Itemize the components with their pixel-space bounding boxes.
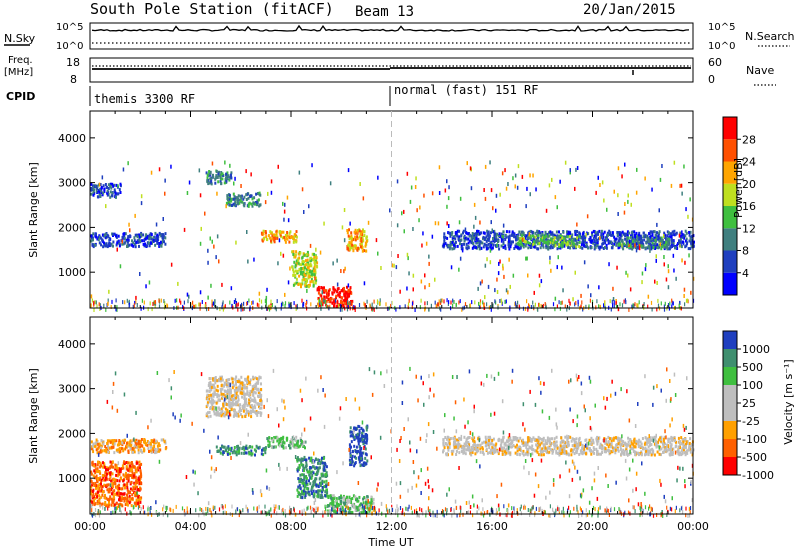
power-panel-frame: [90, 111, 693, 308]
velocity-colorbar-tick-label-6: -500: [742, 451, 767, 464]
station-title: South Pole Station (fitACF): [90, 0, 334, 18]
velocity-colorbar-cell-1: [723, 439, 737, 457]
velocity-colorbar-tick-label-5: -100: [742, 433, 767, 446]
freq-label: Freq.: [8, 55, 33, 66]
power-feature-0: [90, 183, 122, 199]
power-ytick-label-0: 1000: [58, 266, 86, 279]
nsearch-label: N.Search: [745, 30, 795, 43]
power-axes: 1000 2000 3000 4000: [58, 111, 693, 308]
power-colorbar-tick-label-0: 28: [742, 133, 756, 146]
power-feature-2: [206, 170, 233, 186]
power-feature-7: [346, 228, 368, 252]
velocity-colorbar-cell-2: [723, 421, 737, 439]
power-ytick-label-1: 2000: [58, 221, 86, 234]
velocity-colorbar-tick-label-3: 25: [742, 397, 756, 410]
nsky-label: N.Sky: [4, 32, 36, 45]
xtick-label-3: 12:00: [376, 520, 408, 533]
velocity-ylabel: Slant Range [km]: [27, 368, 40, 464]
nsearch-tick-low: 10^0: [708, 41, 735, 52]
velocity-data-layer: [90, 367, 695, 518]
velocity-colorbar: 1000 500 100 25 -25 -100 -500 -1000: [723, 331, 774, 482]
nsky-tick-low: 10^0: [56, 41, 83, 52]
power-ylabel: Slant Range [km]: [27, 162, 40, 258]
power-colorbar-tick-label-6: 4: [742, 267, 749, 280]
velocity-colorbar-tick-label-4: -25: [742, 415, 760, 428]
velocity-colorbar-tick-label-7: -1000: [742, 469, 774, 482]
power-feature-3: [226, 192, 262, 208]
velocity-ytick-label-0: 1000: [58, 472, 86, 485]
power-data-layer: [90, 160, 695, 312]
velocity-feature-0: [90, 460, 142, 508]
power-colorbar-tick-label-4: 12: [742, 222, 756, 235]
velocity-xlabel: Time UT: [367, 536, 413, 549]
freq-unit: [MHz]: [4, 67, 33, 78]
nave-label: Nave: [746, 64, 774, 77]
velocity-feature-3: [216, 445, 267, 457]
velocity-colorbar-label: Velocity [m s⁻¹]: [782, 359, 795, 444]
cpid-mode-0: themis 3300 RF: [94, 92, 195, 106]
cpid-mode-1: normal (fast) 151 RF: [394, 83, 539, 97]
beam-label: Beam 13: [355, 4, 414, 20]
nsearch-tick-high: 10^5: [708, 22, 735, 33]
power-ground-clutter: [91, 298, 695, 312]
velocity-ytick-label-1: 2000: [58, 427, 86, 440]
velocity-colorbar-tick-label-1: 500: [742, 361, 763, 374]
velocity-colorbar-cell-5: [723, 367, 737, 385]
power-colorbar-cell-0: [723, 273, 737, 295]
power-ytick-label-2: 3000: [58, 177, 86, 190]
power-colorbar-tick-label-5: 8: [742, 245, 749, 258]
velocity-feature-2: [206, 376, 263, 419]
nave-tick-low: 0: [708, 73, 715, 86]
nave-tick-high: 60: [708, 56, 722, 69]
nsky-tick-high: 10^5: [56, 22, 83, 33]
xtick-label-4: 16:00: [476, 520, 508, 533]
velocity-feature-7: [349, 425, 368, 468]
xtick-label-0: 00:00: [74, 520, 106, 533]
power-ytick-label-3: 4000: [58, 132, 86, 145]
freq-tick-low: 8: [70, 73, 77, 86]
power-feature-1: [90, 232, 166, 248]
velocity-colorbar-tick-label-2: 100: [742, 379, 763, 392]
cpid-label: CPID: [6, 90, 35, 103]
xtick-label-2: 08:00: [275, 520, 307, 533]
velocity-colorbar-cell-7: [723, 331, 737, 349]
xtick-label-1: 04:00: [175, 520, 207, 533]
velocity-colorbar-cell-3: [723, 403, 737, 421]
freq-tick-high: 18: [66, 56, 80, 69]
power-colorbar-cell-1: [723, 251, 737, 273]
velocity-ytick-label-2: 3000: [58, 383, 86, 396]
power-feature-5: [291, 250, 318, 288]
nsky-panel-frame: [90, 23, 693, 49]
velocity-feature-6: [326, 494, 375, 514]
power-colorbar-cell-7: [723, 117, 737, 139]
xtick-label-5: 20:00: [577, 520, 609, 533]
date-label: 20/Jan/2015: [583, 2, 676, 18]
xtick-label-6: 00:00: [677, 520, 709, 533]
nsky-series: [92, 26, 689, 31]
velocity-feature-4: [266, 436, 306, 450]
velocity-ytick-label-3: 4000: [58, 338, 86, 351]
velocity-colorbar-cell-4: [723, 385, 737, 403]
velocity-colorbar-tick-label-0: 1000: [742, 343, 770, 356]
velocity-feature-5: [296, 456, 328, 499]
velocity-feature-1: [91, 438, 167, 454]
velocity-colorbar-cell-0: [723, 457, 737, 475]
freq-panel-frame: [90, 58, 693, 82]
power-colorbar-label: Power [dB]: [732, 158, 745, 218]
velocity-colorbar-cell-6: [723, 349, 737, 367]
power-colorbar-cell-2: [723, 228, 737, 250]
